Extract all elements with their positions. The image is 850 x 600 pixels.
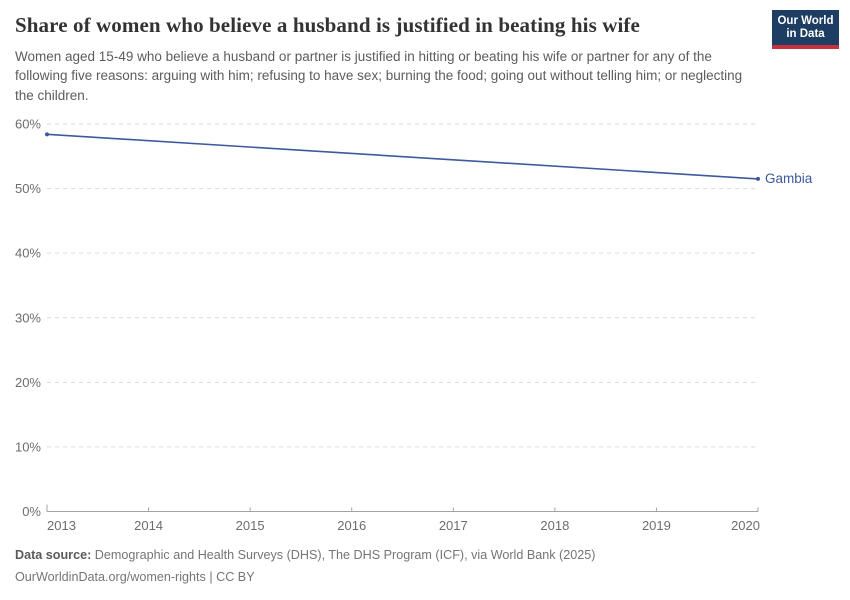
owid-logo[interactable]: Our World in Data bbox=[772, 10, 839, 49]
line-chart: 0% 10% 20% 30% 40% 50% 60% 2013 2014 2015 2016 2017… bbox=[15, 117, 813, 534]
x-tick-label: 2016 bbox=[337, 518, 366, 533]
series-line-gambia[interactable] bbox=[46, 133, 759, 180]
data-point[interactable] bbox=[45, 132, 49, 137]
x-tick-label: 2020 bbox=[731, 518, 760, 533]
y-tick-label: 50% bbox=[15, 181, 41, 196]
x-tick-label: 2017 bbox=[439, 518, 468, 533]
y-tick-label: 40% bbox=[15, 246, 41, 261]
x-tick-label: 2019 bbox=[642, 518, 671, 533]
citation-link[interactable]: OurWorldinData.org/women-rights | CC BY bbox=[15, 570, 255, 584]
owid-logo-line2: in Data bbox=[786, 27, 825, 40]
chart-subtitle: Women aged 15-49 who believe a husband o… bbox=[15, 49, 743, 103]
y-tick-label: 60% bbox=[15, 117, 41, 132]
y-tick-label: 20% bbox=[15, 375, 41, 390]
chart-title: Share of women who believe a husband is … bbox=[15, 13, 640, 37]
entity-label[interactable]: Gambia bbox=[765, 171, 813, 186]
x-tick-label: 2015 bbox=[236, 518, 265, 533]
data-source-label: Data source: bbox=[15, 548, 92, 562]
chart-footer: Data source: Demographic and Health Surv… bbox=[15, 546, 815, 590]
data-source-line: Data source: Demographic and Health Surv… bbox=[15, 546, 815, 564]
y-tick-label: 30% bbox=[15, 310, 41, 325]
x-tick-label: 2013 bbox=[47, 518, 76, 533]
x-tick-label: 2014 bbox=[134, 518, 163, 533]
owid-logo-line1: Our World bbox=[777, 14, 834, 27]
y-tick-label: 10% bbox=[15, 439, 41, 454]
y-tick-label: 0% bbox=[22, 504, 41, 519]
data-point[interactable] bbox=[756, 176, 760, 181]
data-source-text: Demographic and Health Surveys (DHS), Th… bbox=[91, 548, 596, 562]
x-tick-label: 2018 bbox=[540, 518, 569, 533]
